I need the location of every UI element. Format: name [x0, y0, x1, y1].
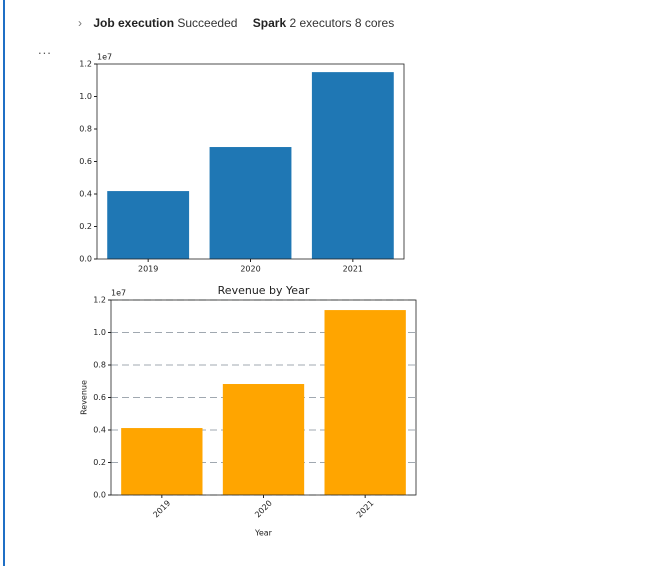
y-tick-label: 0.0	[79, 255, 92, 264]
spark-detail: 2 executors 8 cores	[289, 16, 395, 30]
offset-text: 1e7	[111, 289, 126, 298]
y-tick-label: 0.2	[79, 222, 92, 231]
bar	[222, 384, 305, 495]
job-status[interactable]: › Job execution Succeeded Spark 2 execut…	[78, 16, 394, 30]
y-tick-label: 1.2	[79, 60, 92, 69]
offset-text: 1e7	[97, 53, 112, 62]
y-tick-label: 0.4	[79, 190, 92, 199]
chart-title: Revenue by Year	[218, 284, 310, 297]
x-tick-label: 2021	[355, 499, 376, 520]
y-tick-label: 0.8	[79, 125, 92, 134]
x-tick-label: 2019	[138, 265, 158, 274]
job-label: Job execution	[93, 16, 175, 30]
bar	[121, 428, 203, 495]
chevron[interactable]: ›	[78, 16, 82, 30]
x-tick-label: 2021	[343, 265, 363, 274]
job-status-text: Succeeded	[177, 16, 238, 30]
x-tick-label: 2020	[240, 265, 260, 274]
axes-frame	[96, 63, 405, 260]
bar	[209, 147, 292, 259]
bar	[107, 191, 190, 259]
bar	[324, 310, 406, 495]
spark-label: Spark	[252, 16, 287, 30]
y-tick-label: 1.0	[93, 328, 106, 337]
cell-focus-bar	[3, 0, 5, 566]
y-tick-label: 0.6	[79, 157, 92, 166]
y-tick-label: 0.0	[93, 491, 106, 500]
x-axis-label: Year	[254, 529, 273, 538]
y-tick-label: 1.2	[93, 296, 106, 305]
y-tick-label: 0.6	[93, 393, 106, 402]
axes-frame	[110, 299, 417, 496]
bar	[311, 72, 394, 259]
y-axis-label: Revenue	[80, 380, 89, 415]
x-tick-label: 2020	[253, 499, 274, 520]
more-button[interactable]: ...	[38, 42, 52, 57]
y-tick-label: 0.8	[93, 361, 106, 370]
x-tick-label: 2019	[151, 499, 172, 520]
y-tick-label: 0.2	[93, 458, 106, 467]
y-tick-label: 1.0	[79, 92, 92, 101]
y-tick-label: 0.4	[93, 426, 106, 435]
